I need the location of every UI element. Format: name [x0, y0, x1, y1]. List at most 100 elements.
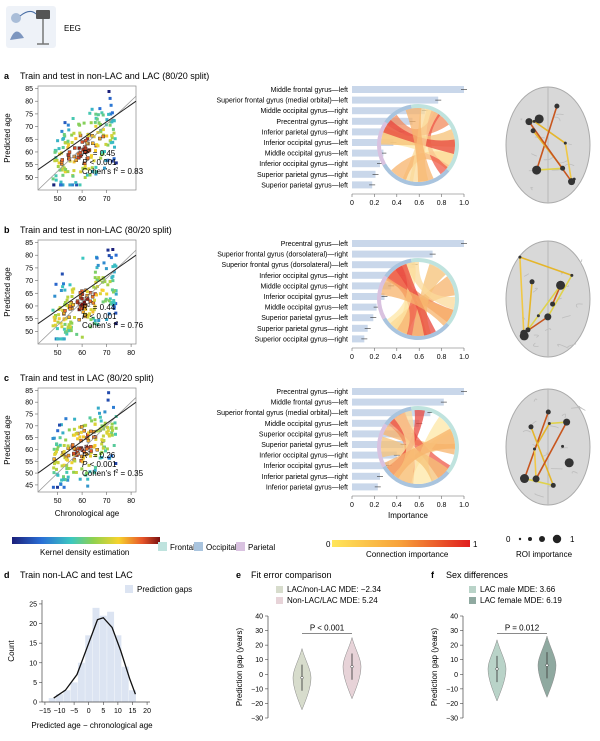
stat-a-p-value: < 0.001 — [87, 158, 117, 167]
stat-b-f2-value: = 0.76 — [118, 321, 143, 330]
scatter-c-point — [67, 428, 71, 432]
scatter-b-point — [88, 312, 91, 316]
scatter-a-point — [66, 170, 70, 174]
scatter-b-ytick-label: 60 — [25, 303, 33, 310]
importance-b-bar — [352, 261, 415, 269]
scatter-a-point — [83, 167, 87, 171]
scatter-a-point — [93, 120, 97, 124]
scatter-a-point — [108, 96, 112, 100]
scatter-b-point — [63, 330, 67, 334]
importance-b-label: Superior frontal gyrus (dorsolateral)—ri… — [217, 252, 348, 259]
importance-b-tick-label: 0.8 — [437, 354, 447, 361]
scatter-a-point — [74, 181, 78, 185]
scatter-c-point — [104, 449, 107, 453]
scatter-a-point — [105, 118, 109, 122]
importance-b-label: Precentral gyrus—left — [281, 241, 348, 248]
scatter-a-point — [82, 161, 87, 166]
scatter-b-point — [65, 298, 69, 302]
scatter-a-point — [54, 178, 58, 182]
importance-b-bar — [352, 303, 377, 311]
hist-xtick-label: 5 — [101, 708, 105, 715]
scatter-c-point — [87, 431, 91, 435]
importance-a-tick-label: 0 — [350, 200, 354, 207]
panel-d-title: Train non-LAC and test LAC — [20, 570, 133, 580]
scatter-c-point — [98, 427, 102, 431]
scatter-b-point — [93, 270, 97, 274]
brain-b-roi-node — [518, 255, 522, 259]
importance-b-label: Superior parietal gyrus—right — [257, 326, 348, 333]
chord-c-ribbon — [384, 428, 456, 479]
brain-c-sulcus — [533, 398, 538, 402]
scatter-b-point — [93, 298, 96, 302]
scatter-b-point — [92, 316, 95, 320]
scatter-c-point — [65, 464, 69, 468]
scatter-a-point — [98, 107, 102, 111]
scatter-c-point — [98, 411, 101, 415]
scatter-c-ytick-label: 50 — [25, 471, 33, 478]
scatter-c-ytick-label: 85 — [25, 388, 33, 395]
scatter-c-point — [81, 456, 85, 460]
scatter-b-point — [107, 312, 111, 316]
stat-a-r2-value: = 0.45 — [91, 149, 116, 158]
chord-b-ring-segment — [384, 258, 412, 278]
brain-c-sulcus — [560, 447, 568, 450]
scatter-c-point — [54, 460, 58, 464]
panel-f-letter: f — [431, 570, 435, 580]
scatter-c-point — [98, 456, 102, 460]
scatter-b-point — [96, 263, 100, 267]
scatter-b-point — [56, 320, 60, 324]
scatter-b-point — [112, 290, 115, 294]
panel-a: a Train and test in non-LAC and LAC (80/2… — [3, 71, 591, 207]
violin-f-ytick-label: 30 — [450, 628, 458, 635]
brain-c-roi-node — [563, 418, 571, 426]
scatter-c-point — [100, 450, 104, 454]
scatter-a-point — [107, 90, 111, 93]
scatter-b-point — [63, 288, 67, 292]
chord-b-ribbon — [381, 277, 454, 326]
scatter-a-fit-line — [37, 100, 137, 171]
importance-b-bar — [352, 271, 403, 279]
scatter-a-point — [104, 159, 108, 163]
chord-a-ring-segment — [410, 103, 460, 172]
brain-b-sulcus — [524, 273, 530, 277]
scatter-c-point — [80, 467, 84, 471]
scatter-a-point — [87, 167, 91, 171]
scatter-c-point — [63, 478, 67, 482]
importance-c-bar — [352, 398, 444, 406]
scatter-c-point — [112, 405, 115, 409]
scatter-b-ylabel: Predicted age — [3, 267, 12, 317]
scatter-a-point — [109, 141, 113, 145]
scatter-a-point — [99, 156, 103, 160]
scatter-a-point — [71, 174, 75, 178]
brain-c-roi-node — [564, 458, 574, 468]
scatter-c-point — [114, 432, 117, 436]
scatter-c-point — [56, 445, 60, 449]
scatter-a-point — [94, 112, 98, 116]
panel-a-title: Train and test in non-LAC and LAC (80/20… — [20, 71, 209, 81]
scatter-a-point — [103, 166, 106, 170]
scatter-a-xtick-label: 50 — [54, 196, 62, 203]
chord-b-ring-segment — [382, 317, 450, 341]
stat-c-p-value: < 0.001 — [87, 460, 117, 469]
scatter-b-point — [103, 280, 107, 284]
importance-c-label: Superior frontal gyrus (medial orbital)—… — [217, 410, 349, 417]
scatter-a-point — [67, 143, 70, 147]
importance-c-label: Middle frontal gyrus—left — [271, 400, 348, 407]
scatter-c-point — [64, 438, 68, 442]
scatter-b-point — [95, 266, 99, 270]
importance-c-label: Inferior occipital gyrus—right — [259, 453, 348, 460]
scatter-b-point — [105, 292, 109, 296]
histogram-bar — [56, 694, 63, 702]
importance-b-tick-label: 0.6 — [414, 354, 424, 361]
importance-a-bar — [352, 181, 373, 189]
scatter-b-point — [81, 310, 86, 314]
violin-e-pval: P < 0.001 — [310, 623, 345, 632]
histogram-bar — [129, 690, 136, 702]
importance-a-bar — [352, 149, 384, 157]
scatter-a-point — [59, 183, 63, 187]
violin-e-ytick-label: −10 — [251, 686, 263, 693]
scatter-a-point — [78, 131, 82, 135]
stat-c-r2-symbol: R — [82, 451, 88, 460]
scatter-b-point — [79, 293, 82, 297]
scatter-c-point — [84, 447, 89, 451]
